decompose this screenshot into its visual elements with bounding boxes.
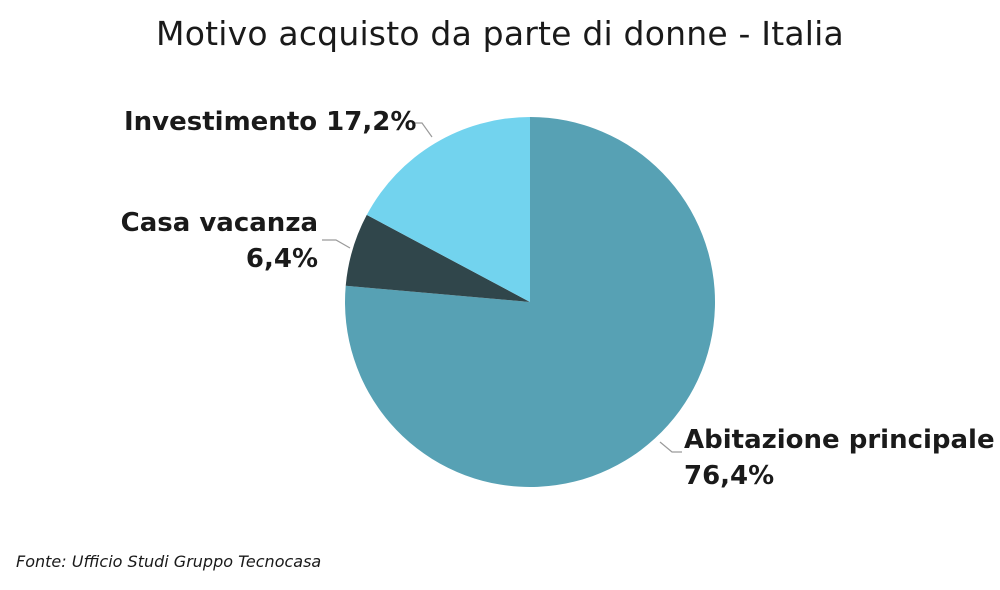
chart-title: Motivo acquisto da parte di donne - Ital… <box>156 14 844 53</box>
leader-line-casa-vacanza <box>322 239 351 249</box>
label-abitazione-principale: Abitazione principale 76,4% <box>684 425 995 491</box>
slice-abitazione-principale <box>345 117 716 487</box>
leader-line-investimento <box>412 122 433 138</box>
slice-casa-vacanza <box>345 214 530 302</box>
slice-investimento <box>366 117 530 302</box>
source-note: Fonte: Ufficio Studi Gruppo Tecnocasa <box>16 552 322 571</box>
label-casa-vacanza: Casa vacanza 6,4% <box>120 208 318 274</box>
leader-line-abitazione <box>659 441 682 453</box>
label-investimento: Investimento 17,2% <box>124 107 417 137</box>
